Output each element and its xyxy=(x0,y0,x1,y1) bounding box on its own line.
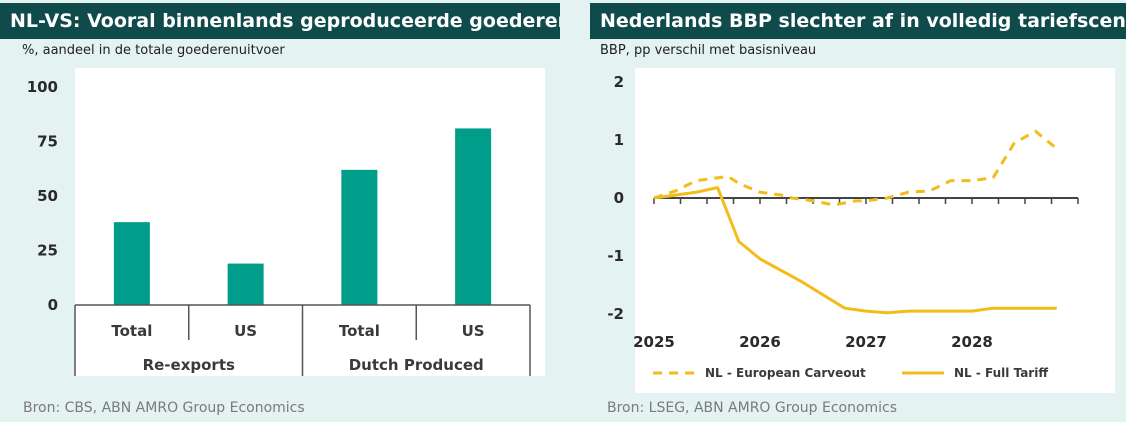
x-tick-label: 2028 xyxy=(951,333,993,351)
y-tick-label: 0 xyxy=(614,189,624,207)
group-label: Re-exports xyxy=(143,356,235,374)
y-tick-label: 1 xyxy=(614,131,624,149)
category-label: Total xyxy=(111,322,152,340)
left-chart-panel: NL-VS: Vooral binnenlands geproduceerde … xyxy=(0,0,560,422)
bar-chart: 0 25 50 75 100 Total US Total US Re-exports Dutch … xyxy=(27,68,545,376)
left-chart-source: Bron: CBS, ABN AMRO Group Economics xyxy=(23,400,305,416)
x-tick-label: 2026 xyxy=(739,333,781,351)
legend-label: NL - European Carveout xyxy=(705,366,866,380)
y-tick-label: 2 xyxy=(614,73,624,91)
y-tick-label: 100 xyxy=(27,78,58,96)
y-tick-label: 25 xyxy=(37,242,58,260)
line-chart: -2 -1 0 1 2 2025 2026 2027 2028 NL - European Car… xyxy=(607,68,1115,393)
legend-label: NL - Full Tariff xyxy=(954,366,1048,380)
bar-1 xyxy=(227,263,264,305)
y-tick-label: -1 xyxy=(607,247,624,265)
category-label: Total xyxy=(339,322,380,340)
x-tick-label: 2027 xyxy=(845,333,887,351)
series-line-0 xyxy=(653,129,1058,207)
bar-2 xyxy=(341,169,378,305)
y-tick-label: 50 xyxy=(37,187,58,205)
right-chart-panel: Nederlands BBP slechter af in volledig t… xyxy=(590,0,1126,422)
y-tick-label: 0 xyxy=(48,296,58,314)
right-chart-title: Nederlands BBP slechter af in volledig t… xyxy=(590,3,1126,39)
x-tick-label: 2025 xyxy=(633,333,675,351)
group-label: Dutch Produced xyxy=(349,356,484,374)
right-chart-source: Bron: LSEG, ABN AMRO Group Economics xyxy=(607,400,898,416)
category-label: US xyxy=(462,322,485,340)
category-label: US xyxy=(234,322,257,340)
bar-0 xyxy=(113,222,150,305)
y-tick-label: -2 xyxy=(607,305,624,323)
series-line-1 xyxy=(653,186,1057,315)
left-chart-title: NL-VS: Vooral binnenlands geproduceerde … xyxy=(0,3,560,39)
line-plot-area xyxy=(635,68,1115,393)
right-chart-subtitle: BBP, pp verschil met basisniveau xyxy=(600,43,817,58)
bar-3 xyxy=(455,128,492,305)
y-tick-label: 75 xyxy=(37,133,58,151)
left-chart-subtitle: %, aandeel in de totale goederenuitvoer xyxy=(22,43,285,58)
